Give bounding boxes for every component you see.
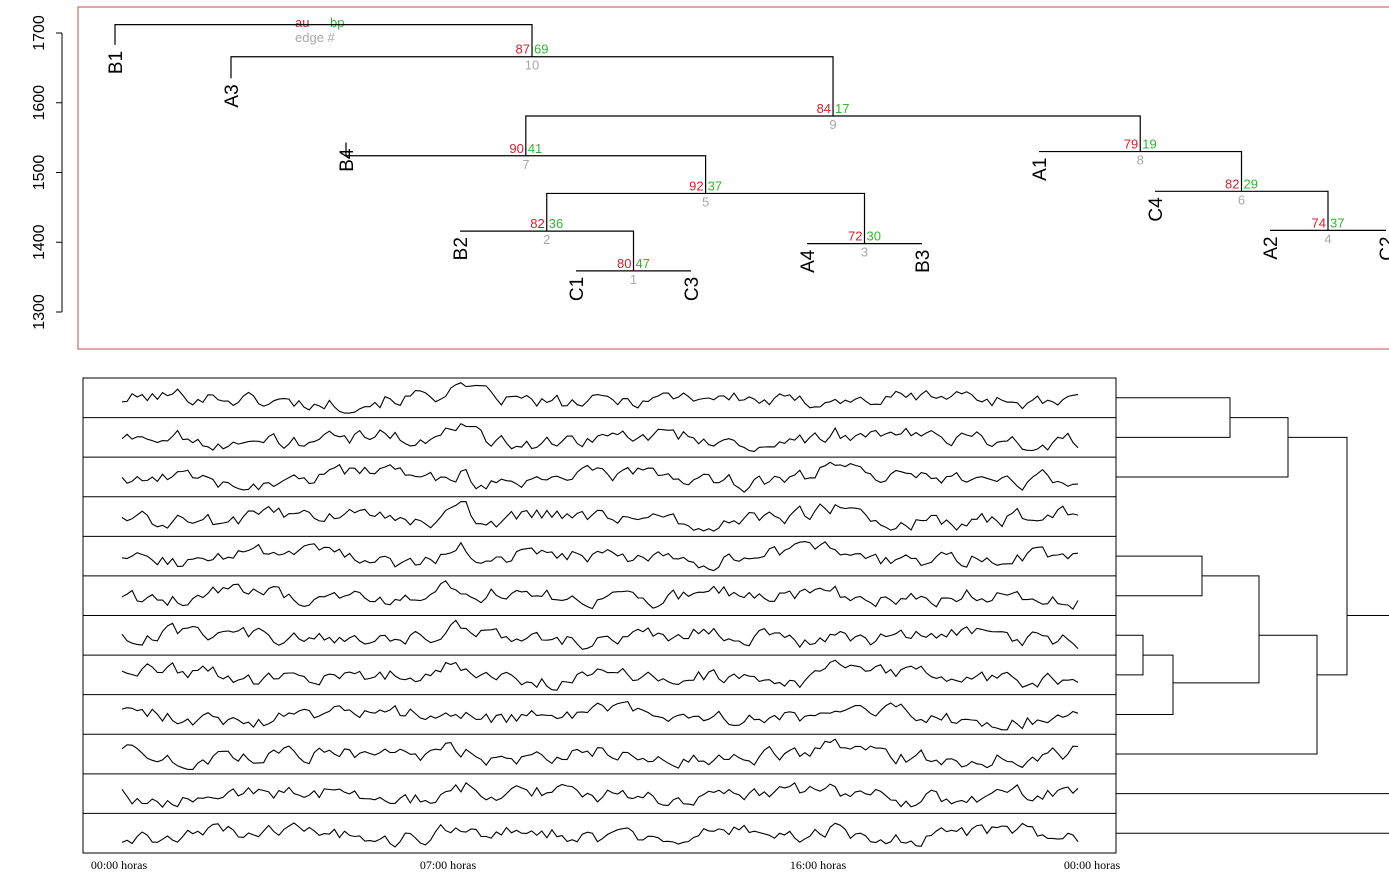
bp-value: 47 (636, 256, 650, 271)
leaf-label: C4 (1146, 197, 1167, 222)
dendrogram-branch (1039, 150, 1243, 192)
right-dendrogram-branch (1173, 575, 1260, 684)
leaf-label: C1 (567, 277, 588, 301)
legend: au bp edge # (295, 15, 344, 45)
bp-value: 41 (528, 141, 542, 156)
series-line (121, 738, 1079, 770)
bp-value: 17 (835, 101, 849, 116)
time-label: 16:00 horas (790, 858, 847, 872)
timeseries-panel: 00:00 horas 07:00 horas 16:00 horas 00:00 h… (82, 377, 1389, 872)
edge-number: 10 (525, 58, 539, 73)
edge-number: 6 (1238, 192, 1245, 207)
edge-number: 2 (543, 232, 550, 247)
y-tick-label: 1700 (31, 15, 48, 51)
leaf-label: B2 (451, 237, 472, 260)
au-value: 80 (617, 256, 631, 271)
leaf-label: A1 (1030, 158, 1051, 181)
right-dendrogram-branch (1317, 531, 1348, 676)
y-tick-label: 1600 (31, 85, 48, 121)
y-tick-label: 1300 (31, 294, 48, 330)
right-dendrogram-branch (1116, 397, 1231, 438)
leaf-label: B4 (337, 148, 358, 172)
time-label: 00:00 horas (1064, 858, 1121, 872)
series-line (121, 700, 1079, 731)
series-line (121, 781, 1079, 808)
au-value: 74 (1312, 215, 1326, 230)
legend-edge: edge # (295, 30, 336, 45)
bp-value: 29 (1244, 176, 1258, 191)
series-line (121, 461, 1079, 493)
y-axis: 1300 1400 1500 1600 1700 (31, 15, 63, 330)
edge-number: 3 (861, 245, 868, 260)
au-value: 84 (817, 101, 831, 116)
au-value: 82 (1225, 176, 1239, 191)
time-label: 07:00 horas (420, 858, 477, 872)
edge-number: 7 (522, 157, 529, 172)
au-value: 72 (848, 229, 862, 244)
leaf-label: A4 (798, 249, 819, 273)
leaf-label: A3 (222, 84, 243, 107)
right-dendrogram-branch (1116, 417, 1289, 478)
bp-value: 30 (867, 229, 881, 244)
bp-value: 37 (1330, 215, 1344, 230)
bp-value: 36 (549, 216, 563, 231)
dendrogram-branch (525, 115, 1141, 156)
dendrogram-branch (114, 24, 533, 57)
right-dendrogram-branch (1288, 436, 1348, 532)
dendrogram-branch (460, 230, 635, 271)
series-line (121, 822, 1079, 848)
legend-au: au (295, 15, 309, 30)
bp-value: 69 (534, 42, 548, 57)
edge-number: 9 (829, 117, 836, 132)
leaf-label: B3 (913, 250, 934, 273)
dendrogram-frame (77, 6, 1389, 350)
au-value: 87 (516, 42, 530, 57)
bp-value: 37 (708, 178, 722, 193)
series-line (121, 541, 1079, 572)
series-line (121, 619, 1079, 650)
au-value: 90 (509, 141, 523, 156)
dendrogram-branch (1155, 190, 1329, 231)
legend-bp: bp (330, 15, 344, 30)
y-tick-label: 1500 (31, 155, 48, 191)
y-tick-label: 1400 (31, 224, 48, 260)
edge-number: 4 (1324, 231, 1331, 246)
series-line (121, 422, 1079, 452)
series-line (121, 659, 1079, 691)
leaf-label: C2 (1377, 236, 1389, 260)
au-value: 82 (530, 216, 544, 231)
leaf-label: C3 (682, 277, 703, 301)
timeseries-frame (82, 377, 1117, 854)
series-line (121, 580, 1079, 610)
right-dendrogram-branch (1116, 634, 1144, 676)
au-value: 92 (689, 178, 703, 193)
series-line (121, 382, 1079, 414)
edge-number: 1 (630, 272, 637, 287)
bp-value: 19 (1142, 137, 1156, 152)
series-line (121, 501, 1079, 532)
leaf-label: B1 (106, 51, 127, 74)
leaf-label: A2 (1261, 236, 1282, 259)
au-value: 79 (1124, 137, 1138, 152)
time-label: 00:00 horas (91, 858, 148, 872)
right-dendrogram-branch (1116, 654, 1174, 715)
right-dendrogram-branch (1116, 555, 1203, 597)
right-dendrogram (1116, 397, 1389, 834)
edge-number: 5 (702, 194, 709, 209)
time-axis: 00:00 horas 07:00 horas 16:00 horas 00:00 h… (91, 858, 1121, 872)
edge-number: 8 (1137, 153, 1144, 168)
right-dendrogram-branch (1116, 634, 1318, 755)
